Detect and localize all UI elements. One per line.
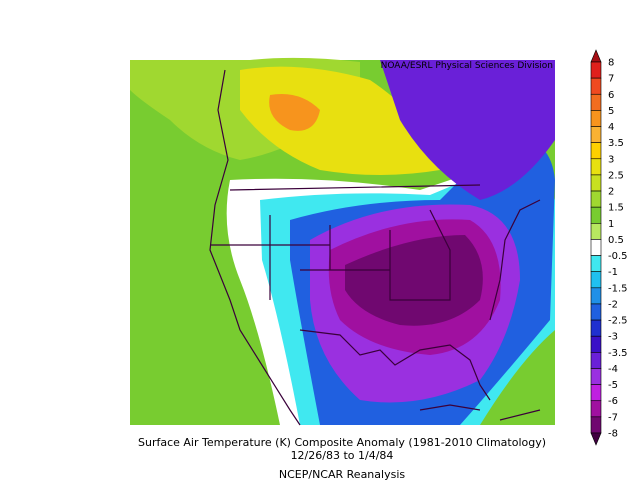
colorbar-label: 4 [608,122,614,133]
colorbar-segment [590,239,602,256]
colorbar-segment [590,255,602,272]
colorbar-label: 1 [608,219,614,230]
colorbar-label: -0.5 [608,251,628,262]
colorbar-segment [590,93,602,111]
field-darkpurple [345,235,483,326]
colorbar-label: -1 [608,267,618,278]
colorbar-label: -8 [608,429,618,440]
colorbar-segment [590,174,602,192]
colorbar-segment [590,287,602,305]
colorbar-arrow [590,432,602,446]
caption-title: Surface Air Temperature (K) Composite An… [138,436,546,449]
colorbar-segment [590,416,602,434]
colorbar-segment [590,110,602,127]
colorbar-label: 2.5 [608,170,624,181]
colorbar-segment [590,190,602,208]
colorbar-segment [590,384,602,402]
field-violet-north [380,60,555,200]
coastline-west [209,69,301,426]
colorbar-label: 8 [608,58,614,69]
boundaries [209,69,541,426]
colorbar-segment [590,61,602,79]
colorbar-arrow [590,49,602,63]
colorbar-label: -3 [608,332,618,343]
colorbar-segment [590,335,602,353]
colorbar-segment [590,271,602,289]
state-lines [210,184,481,301]
colorbar-segment [590,158,602,176]
colorbar-label: -2 [608,299,618,310]
colorbar-label: -3.5 [608,348,628,359]
colorbar-label: -7 [608,412,618,423]
field-orange [269,94,320,131]
field-yellow [240,66,440,175]
colorbar-segment [590,352,602,369]
caption-source: NCEP/NCAR Reanalysis [279,468,405,481]
colorbar-label: 7 [608,74,614,85]
caption-dates: 12/26/83 to 1/4/84 [291,449,394,462]
map [130,57,555,426]
colorbar-segment [590,368,602,385]
colorbar-label: -5 [608,380,618,391]
colorbar: 8 7 6 5 4 3.5 3 2.5 2 1.5 1 0.5 -0.5 -1 -1.5 -2 -2.5 -3 -3… [590,49,628,446]
colorbar-label: -6 [608,396,618,407]
colorbar-label: -4 [608,364,618,375]
colorbar-label: -2.5 [608,316,628,327]
colorbar-label: 5 [608,106,614,117]
coastline-south-east [299,199,541,401]
colorbar-segment [590,77,602,95]
colorbar-segment [590,126,602,143]
colorbar-segment [590,223,602,240]
colorbar-label: 0.5 [608,235,624,246]
colorbar-label: 2 [608,187,614,198]
colorbar-segment [590,319,602,337]
colorbar-segment [590,142,602,160]
islands [419,404,541,421]
colorbar-segment [590,206,602,224]
colorbar-label: 3 [608,154,614,165]
colorbar-segment [590,303,602,321]
colorbar-label: 3.5 [608,138,624,149]
colorbar-segment [590,400,602,418]
credit: NOAA/ESRL Physical Sciences Division [381,61,553,71]
colorbar-label: -1.5 [608,283,628,294]
colorbar-label: 6 [608,90,614,101]
colorbar-label: 1.5 [608,203,624,214]
